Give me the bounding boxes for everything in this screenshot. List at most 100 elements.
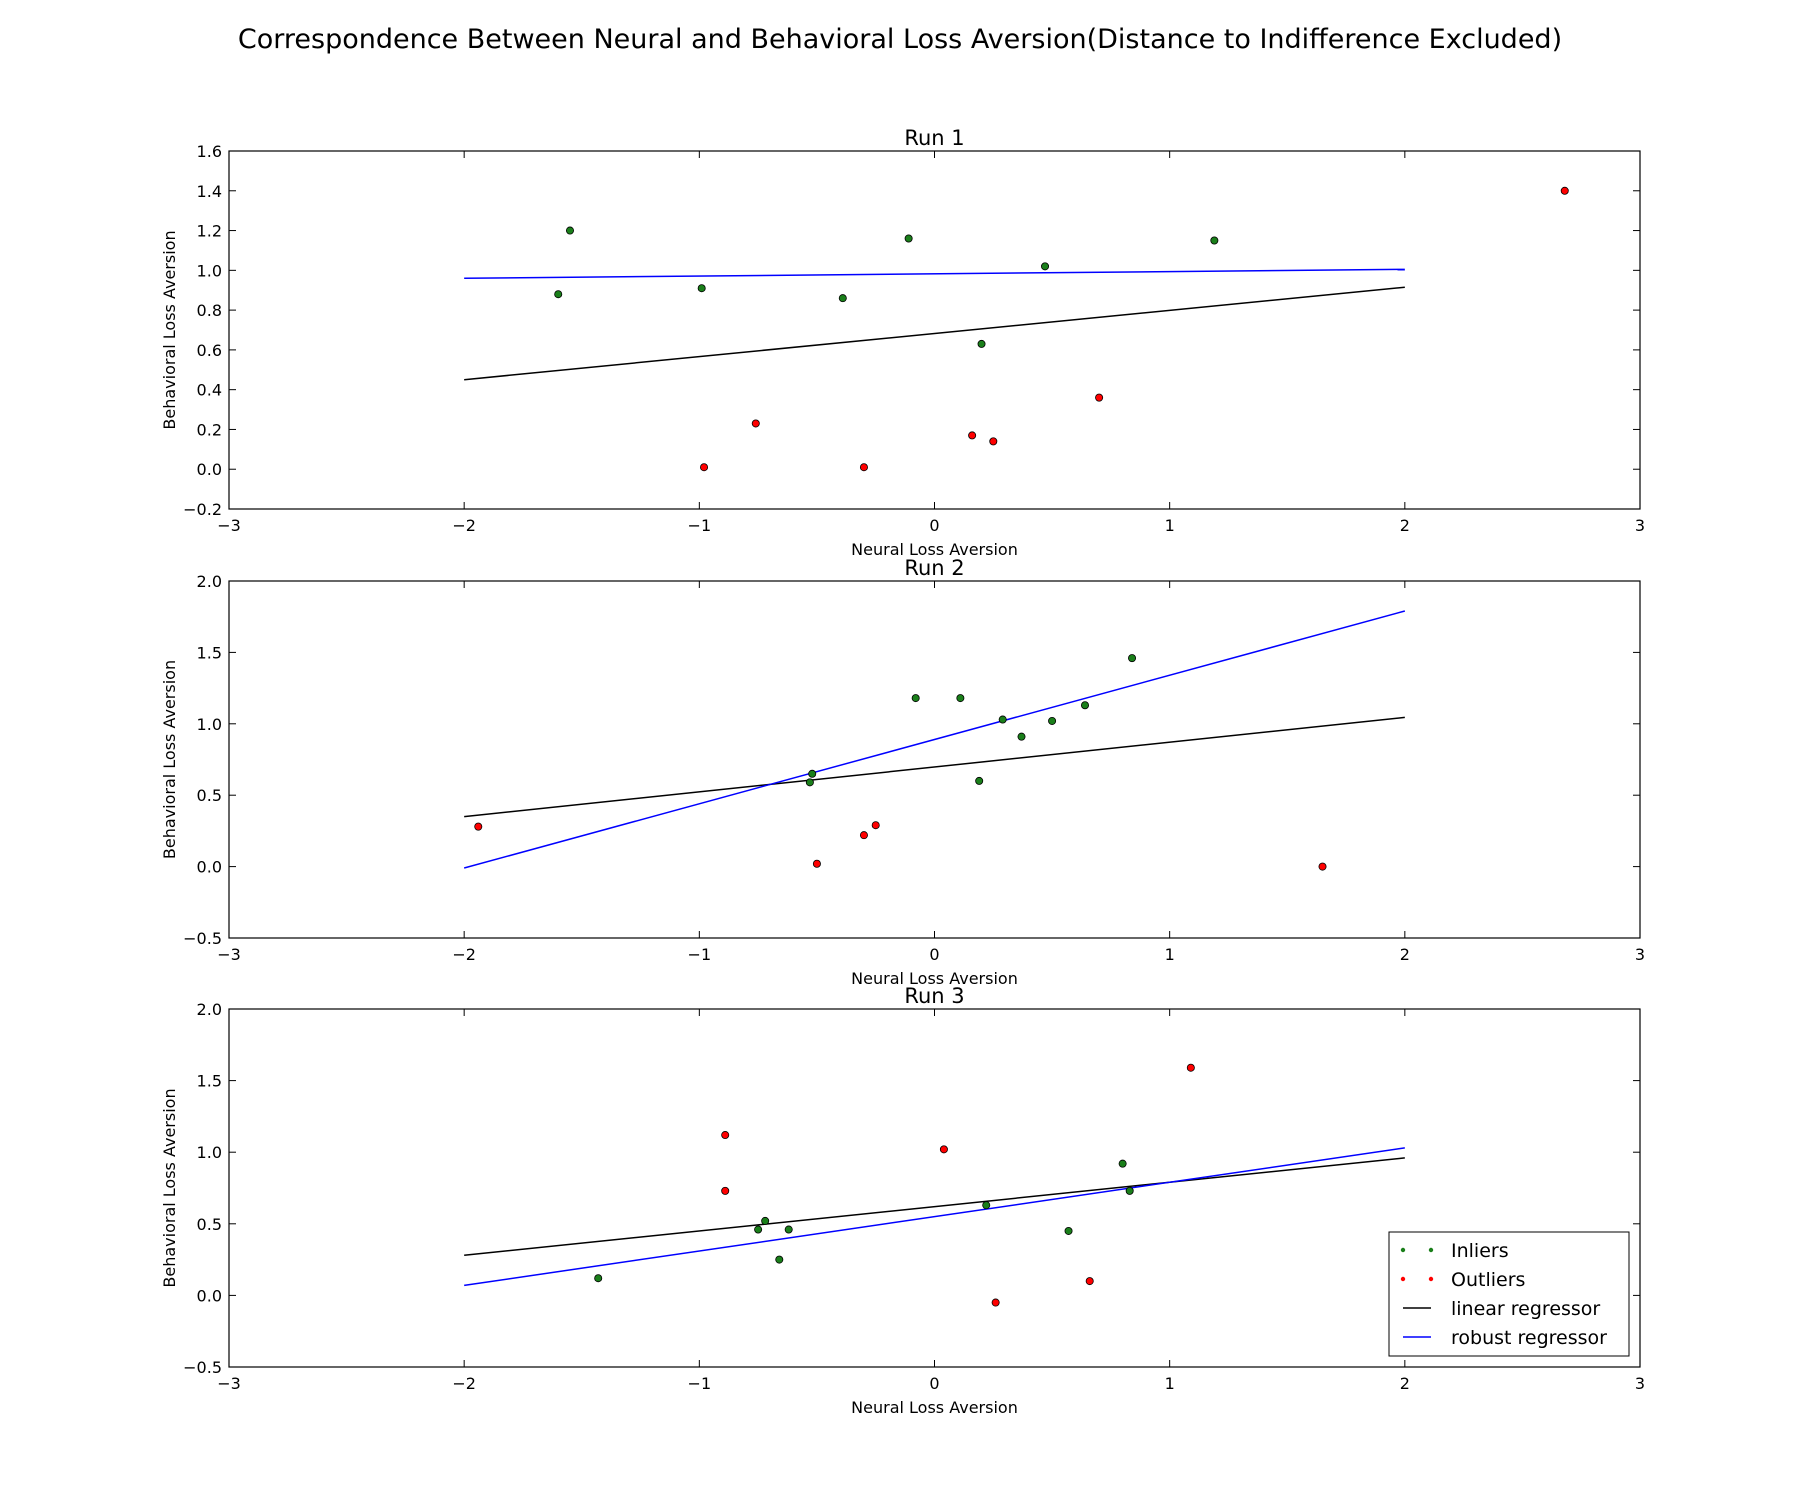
inlier-point [761,1216,770,1225]
y-tick-label: −0.5 [183,1358,222,1377]
x-tick-label: −3 [217,945,241,964]
outlier-point [859,463,868,472]
inlier-point [904,234,913,243]
x-tick-label: 1 [1165,516,1175,535]
x-tick-label: 0 [929,1374,939,1393]
subplot-title: Run 3 [904,984,964,1008]
legend: Inliers Outliers linear regressor robust re… [1388,1231,1630,1357]
x-tick-label: 2 [1400,945,1410,964]
inlier-point [697,284,706,293]
y-tick-label: 1.2 [197,222,222,241]
y-tick-label: 0.8 [197,301,222,320]
x-tick-label: 0 [929,516,939,535]
outlier-point [1318,862,1327,871]
outlier-point [700,463,709,472]
x-tick-label: 2 [1400,516,1410,535]
outlier-point [1095,393,1104,402]
inlier-point [911,694,920,703]
inlier-point [1081,701,1090,710]
x-tick-label: −3 [217,1374,241,1393]
inlier-point [1210,236,1219,245]
y-tick-label: −0.5 [183,929,222,948]
inlier-point [554,290,563,299]
inlier-point [1048,716,1057,725]
inlier-point [1017,732,1026,741]
legend-label: Outliers [1451,1269,1525,1291]
y-tick-label: 1.5 [197,1072,222,1091]
inlier-point [775,1255,784,1264]
y-axis-label: Behavioral Loss Aversion [160,1088,179,1287]
y-tick-label: 2.0 [197,572,222,591]
x-tick-label: −1 [688,516,712,535]
subplot-title: Run 2 [904,556,964,580]
inlier-point [977,339,986,348]
y-tick-label: 2.0 [197,1000,222,1019]
x-axis-label: Neural Loss Aversion [851,540,1018,559]
outlier-point [812,859,821,868]
y-axis-label: Behavioral Loss Aversion [160,230,179,429]
x-axis-label: Neural Loss Aversion [851,1398,1018,1417]
y-tick-label: 0.5 [197,786,222,805]
x-tick-label: 1 [1165,1374,1175,1393]
y-tick-label: 0.5 [197,1215,222,1234]
inlier-point [784,1225,793,1234]
legend-label: linear regressor [1451,1298,1600,1320]
x-tick-label: 3 [1635,516,1645,535]
y-tick-label: 1.0 [197,261,222,280]
axes-frame [228,580,1641,939]
inlier-point [594,1274,603,1283]
axes-frame [228,150,1641,510]
x-axis-label: Neural Loss Aversion [851,969,1018,988]
y-tick-label: 1.5 [197,643,222,662]
figure-title: Correspondence Between Neural and Behavi… [237,24,1563,55]
inlier-point [1118,1159,1127,1168]
x-tick-label: 3 [1635,945,1645,964]
legend-box [1388,1231,1630,1357]
subplot-run-3: −3 −2 −1 0 1 2 3 −0.5 0.0 0.5 1.0 1.5 2.0 Run 3 Neural… [160,984,1645,1417]
x-tick-label: −1 [688,1374,712,1393]
outlier-point [1560,186,1569,195]
legend-marker [1400,1247,1406,1253]
x-tick-label: −2 [452,1374,476,1393]
subplot-run-1: −3 −2 −1 0 1 2 3 −0.2 0.0 0.2 0.4 0.6 0.8 1.0 1.2 1.4 1.… [160,126,1645,559]
subplot-title: Run 1 [904,126,964,150]
y-tick-label: 0.2 [197,420,222,439]
inlier-point [1064,1226,1073,1235]
y-tick-label: 1.0 [197,1143,222,1162]
inlier-point [956,694,965,703]
inlier-point [982,1201,991,1210]
legend-marker [1400,1276,1406,1282]
y-tick-label: 1.4 [197,182,222,201]
linear-regressor-line [464,716,1405,818]
legend-label: Inliers [1451,1240,1509,1262]
inlier-point [805,778,814,787]
outlier-point [991,1298,1000,1307]
inlier-point [808,769,817,778]
inlier-point [975,776,984,785]
robust-regressor-line [464,268,1405,280]
linear-regressor-line [464,1157,1405,1257]
outlier-point [474,822,483,831]
linear-regressor-line [464,286,1405,381]
inlier-point [838,294,847,303]
outlier-point [721,1131,730,1140]
y-tick-label: 0.0 [197,460,222,479]
x-tick-label: 2 [1400,1374,1410,1393]
x-tick-label: 0 [929,945,939,964]
x-tick-label: −2 [452,516,476,535]
y-tick-label: 0.0 [197,858,222,877]
outlier-point [989,437,998,446]
x-tick-label: 3 [1635,1374,1645,1393]
outlier-point [968,431,977,440]
y-tick-label: −0.2 [183,500,222,519]
inlier-point [1125,1186,1134,1195]
inlier-point [1128,654,1137,663]
y-tick-label: 0.4 [197,381,222,400]
outlier-point [859,831,868,840]
legend-label: robust regressor [1451,1327,1607,1349]
y-tick-label: 1.6 [197,142,222,161]
outlier-point [721,1186,730,1195]
x-tick-label: −3 [217,516,241,535]
